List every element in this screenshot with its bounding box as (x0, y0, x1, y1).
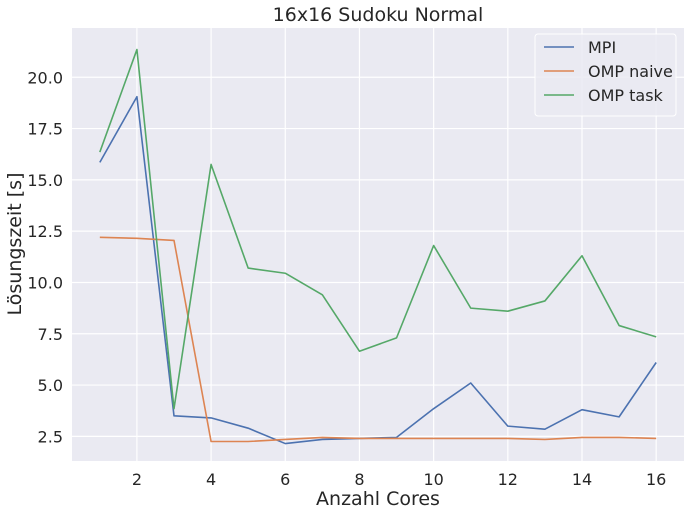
y-tick-label: 20.0 (27, 68, 63, 87)
x-tick-label: 6 (280, 470, 290, 489)
series-line-omp-task (99, 48, 657, 410)
x-tick-label: 10 (423, 470, 443, 489)
x-tick-label: 4 (206, 470, 216, 489)
y-tick-label: 12.5 (27, 222, 63, 241)
y-tick-label: 5.0 (38, 376, 63, 395)
legend-label-mpi: MPI (588, 38, 616, 57)
x-axis-label: Anzahl Cores (316, 488, 440, 510)
y-tick-label: 15.0 (27, 171, 63, 190)
x-tick-label: 16 (646, 470, 666, 489)
y-tick-label: 10.0 (27, 273, 63, 292)
x-tick-label: 2 (132, 470, 142, 489)
y-tick-label: 2.5 (38, 427, 63, 446)
chart-title: 16x16 Sudoku Normal (273, 4, 484, 26)
x-tick-labels: 2 4 6 8 10 12 14 16 (132, 470, 667, 489)
y-tick-label: 17.5 (27, 120, 63, 139)
series-lines (99, 48, 657, 445)
x-tick-label: 12 (498, 470, 518, 489)
y-gridlines (72, 76, 684, 437)
y-tick-label: 7.5 (38, 325, 63, 344)
y-axis-label: Lösungszeit [s] (4, 173, 26, 316)
series-line-omp-naive (99, 236, 657, 443)
legend: MPI OMP naive OMP task (534, 33, 677, 117)
legend-label-omp-naive: OMP naive (588, 62, 673, 81)
y-tick-labels: 2.5 5.0 7.5 10.0 12.5 15.0 17.5 20.0 (27, 68, 63, 446)
x-tick-label: 14 (572, 470, 592, 489)
legend-label-omp-task: OMP task (588, 86, 664, 105)
x-tick-label: 8 (354, 470, 364, 489)
